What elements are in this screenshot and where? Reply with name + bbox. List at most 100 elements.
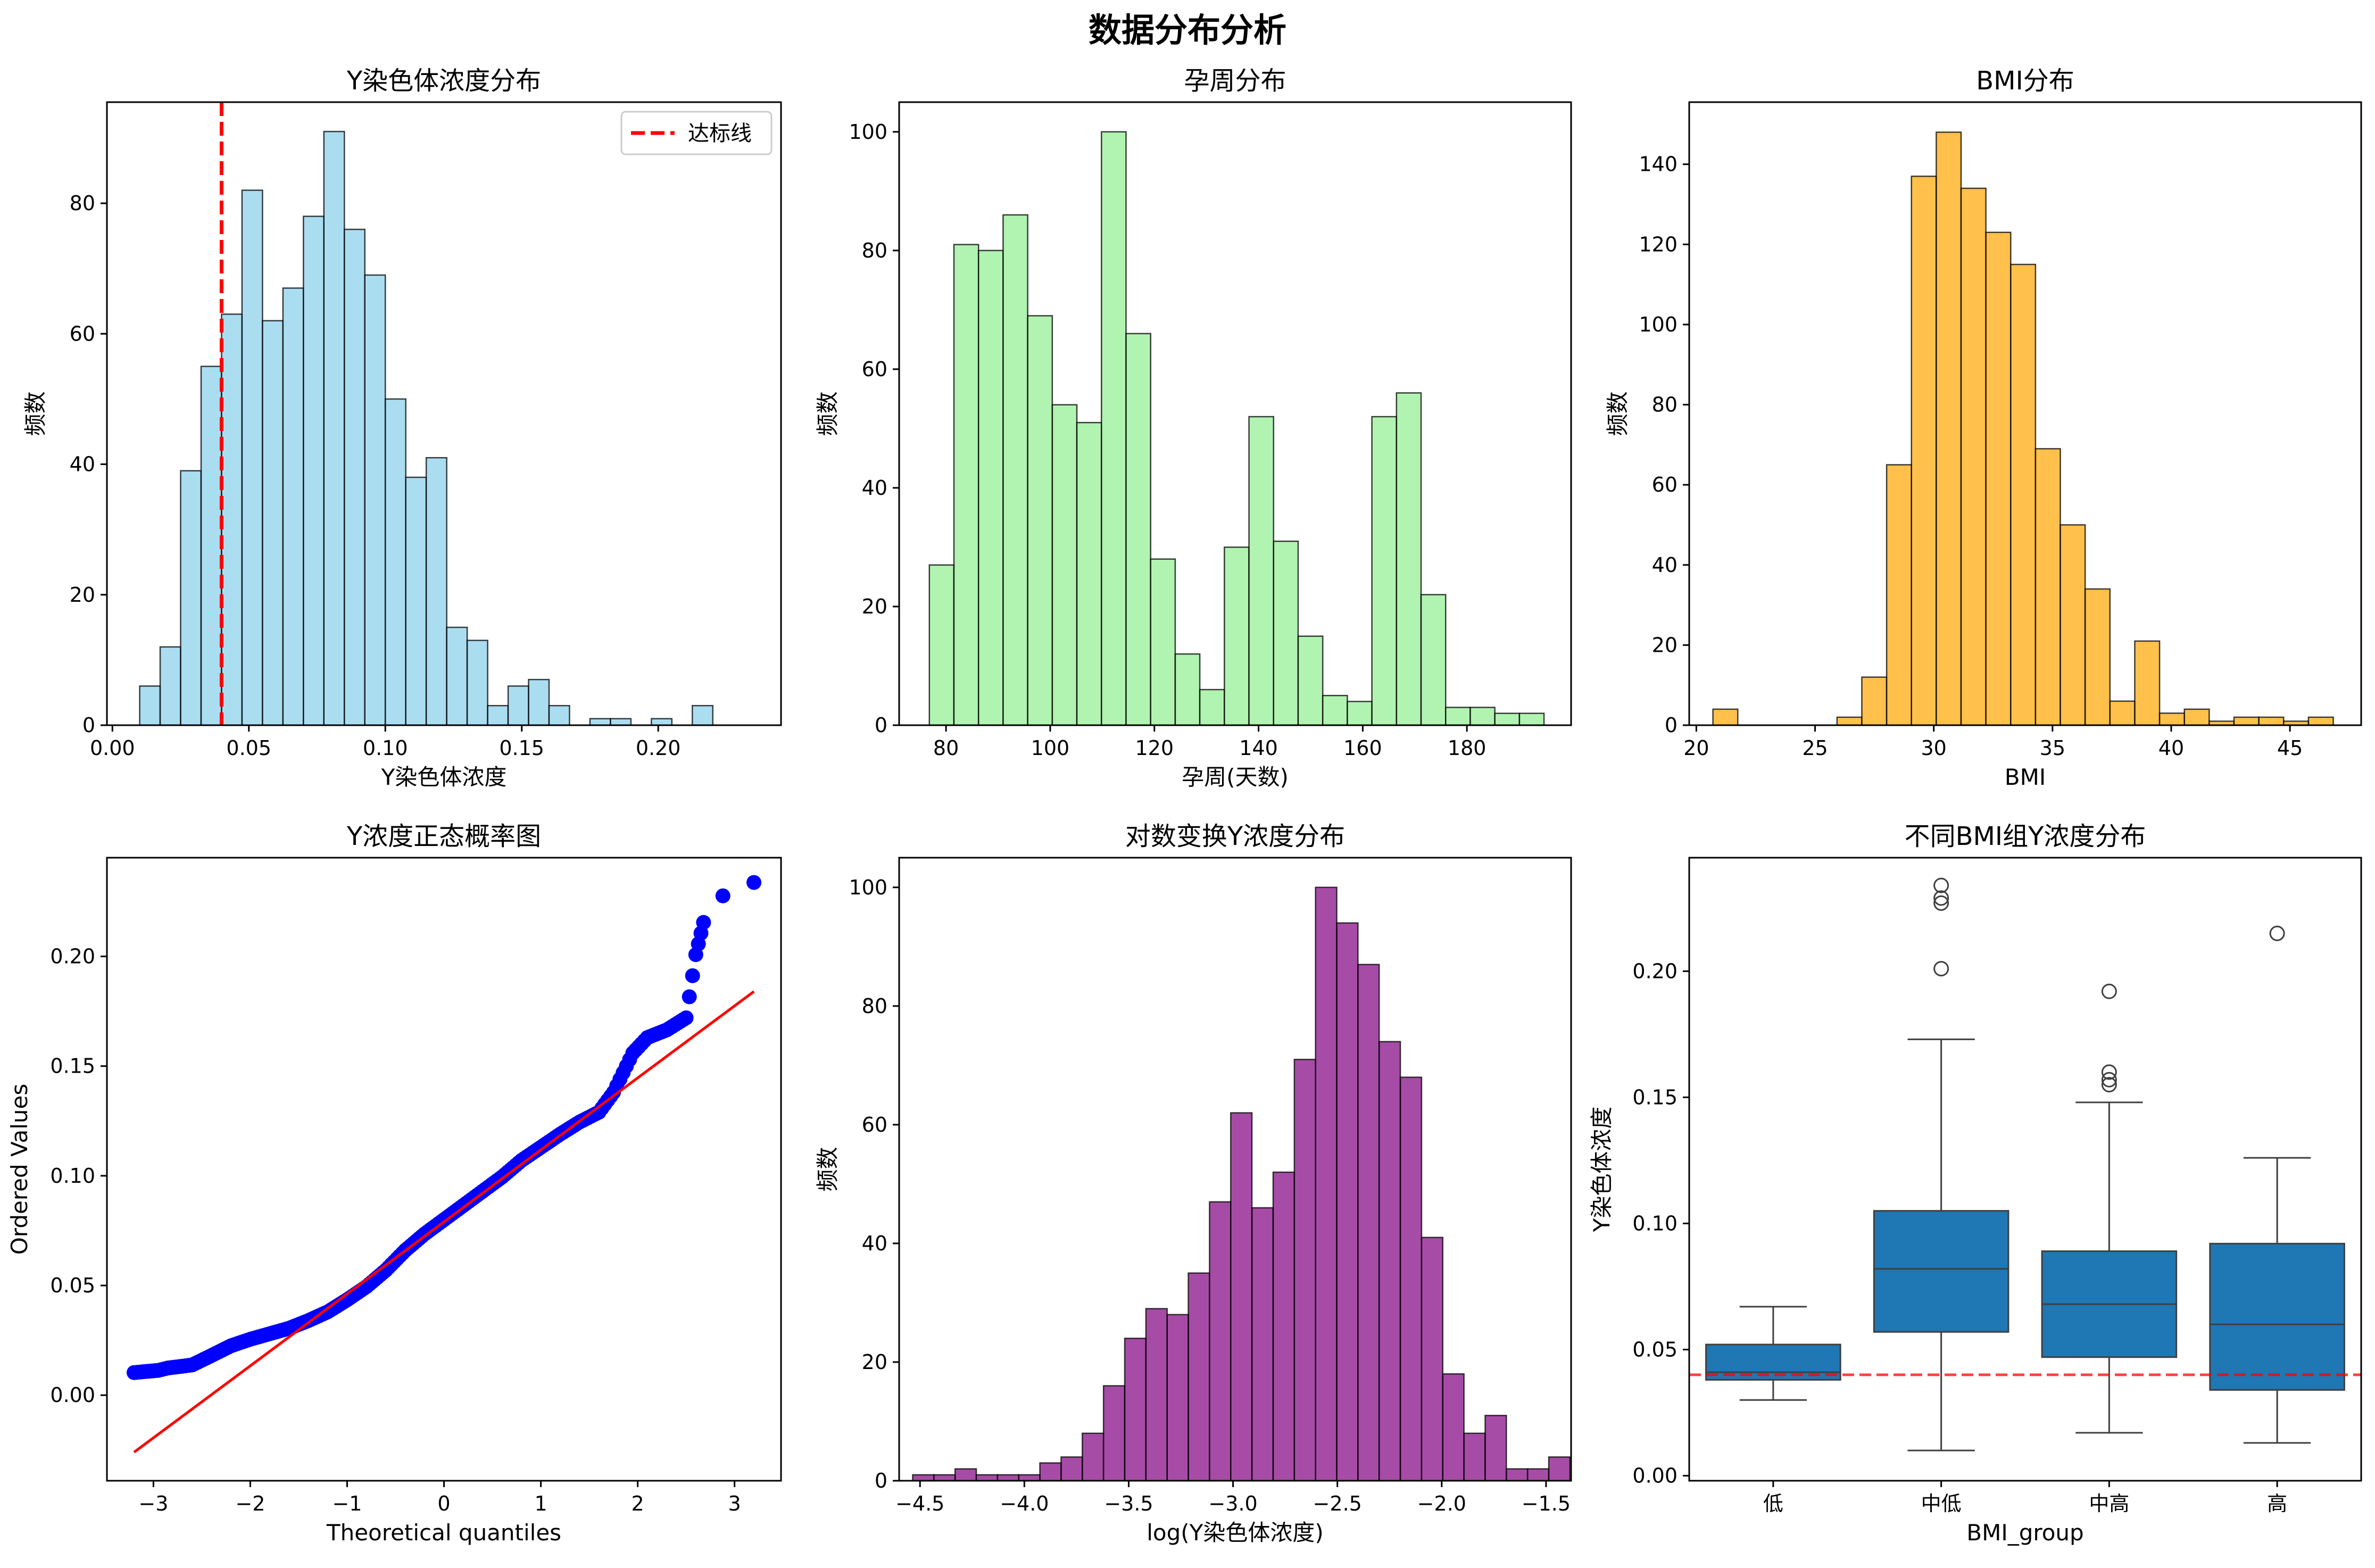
histogram-bar — [1199, 688, 1225, 726]
x-tick-label: 80 — [933, 736, 959, 760]
x-axis-label: Y染色体浓度 — [381, 764, 507, 790]
y-tick-label: 60 — [70, 322, 95, 345]
qq-point — [678, 1010, 694, 1025]
histogram-bar — [1469, 707, 1496, 726]
histogram-bar — [1336, 922, 1359, 1482]
box-outlier — [1933, 877, 1949, 893]
histogram-bar — [975, 1474, 999, 1482]
y-tick-label: 0 — [1665, 714, 1678, 737]
y-axis-label: 频数 — [815, 391, 841, 436]
histogram-bar — [2060, 524, 2086, 726]
y-tick-label: 0.15 — [50, 1055, 95, 1078]
histogram-bar — [1060, 1456, 1083, 1482]
histogram-bar — [2307, 716, 2334, 726]
histogram-bar — [1378, 1041, 1401, 1482]
y-tick-label: 0.10 — [50, 1164, 95, 1188]
x-tick-label: −3.5 — [1104, 1492, 1153, 1515]
x-tick-label: −2.5 — [1313, 1492, 1362, 1515]
y-axis-label: Y染色体浓度 — [1589, 1107, 1615, 1233]
histogram-bar — [1051, 404, 1078, 726]
x-tick-label: −2.0 — [1417, 1492, 1466, 1515]
y-tick-label: 20 — [862, 595, 887, 618]
axes-frame — [106, 857, 782, 1482]
axes-frame — [898, 857, 1572, 1482]
figure-suptitle: 数据分布分析 — [1089, 11, 1286, 49]
histogram-bar — [303, 215, 325, 726]
y-tick-label: 0.15 — [1632, 1085, 1678, 1109]
y-tick-label: 100 — [849, 876, 887, 899]
category-label: 高 — [2267, 1492, 2287, 1515]
x-axis-label: BMI — [2005, 764, 2046, 790]
panel-bmi-group-boxplot: 低 中低 中高 高 不同BMI组Y浓度分布 BMI_group Y染色体浓度 0.00 0.05… — [1589, 822, 2362, 1546]
histogram-bar — [1861, 676, 1888, 726]
histogram-bar — [912, 1474, 935, 1482]
y-tick-label: 80 — [70, 192, 95, 215]
qq-point — [715, 888, 730, 903]
histogram-bar — [933, 1474, 956, 1482]
box-outlier — [1933, 890, 1949, 906]
histogram-bar — [221, 313, 243, 726]
box-body — [1873, 1210, 2009, 1333]
histogram-bar — [1188, 1272, 1210, 1482]
histogram-bar — [2010, 263, 2037, 726]
y-tick-label: 20 — [70, 583, 95, 607]
y-axis-label: 频数 — [815, 1147, 841, 1191]
x-tick-label: −4.5 — [895, 1492, 944, 1515]
x-tick-label: −3.0 — [1208, 1492, 1257, 1515]
histogram-bar — [1293, 1058, 1316, 1482]
x-tick-label: 45 — [2277, 736, 2303, 760]
y-tick-label: 120 — [1639, 233, 1678, 256]
histogram-bar — [2134, 640, 2161, 726]
box-outlier — [1933, 961, 1949, 977]
histogram-bar — [953, 244, 979, 726]
histogram-bar — [282, 287, 304, 726]
x-tick-label: −2 — [235, 1492, 265, 1515]
histogram-bar — [1002, 214, 1028, 726]
y-tick-label: 80 — [862, 994, 887, 1018]
x-tick-label: 20 — [1683, 736, 1709, 760]
y-axis-label: 频数 — [22, 391, 48, 436]
histogram-bar — [1272, 1171, 1296, 1482]
histogram-bar — [364, 274, 386, 726]
histogram-bar — [1150, 558, 1176, 726]
histogram-bar — [1248, 416, 1275, 726]
y-tick-label: 0.00 — [50, 1383, 95, 1407]
histogram-bar — [1960, 187, 1987, 726]
chart-title: BMI分布 — [1976, 66, 2074, 96]
y-tick-label: 100 — [1639, 313, 1678, 336]
histogram-bar — [1315, 886, 1338, 1482]
legend-threshold-label: 达标线 — [688, 121, 752, 146]
box-outlier — [2101, 1064, 2117, 1080]
y-tick-label: 0.00 — [1632, 1464, 1678, 1488]
histogram-bar — [1174, 653, 1201, 726]
histogram-bar — [1396, 392, 1422, 726]
histogram-bar — [384, 398, 406, 726]
y-tick-label: 60 — [862, 358, 887, 381]
box-outlier — [2101, 983, 2117, 999]
histogram-bar — [1442, 1373, 1465, 1482]
histogram-bar — [1347, 701, 1373, 726]
histogram-bar — [928, 564, 955, 726]
y-tick-label: 0.20 — [50, 945, 95, 968]
x-tick-label: 0.10 — [363, 736, 408, 760]
histogram-bar — [589, 718, 611, 726]
legend: 达标线 — [620, 111, 773, 155]
category-label: 低 — [1763, 1492, 1783, 1515]
histogram-bar — [692, 704, 714, 726]
histogram-bar — [2034, 448, 2061, 726]
y-tick-label: 0 — [875, 714, 887, 737]
histogram-bar — [262, 320, 284, 726]
histogram-bar — [344, 228, 366, 726]
histogram-bar — [1145, 1308, 1168, 1482]
x-tick-label: 35 — [2040, 736, 2065, 760]
chart-title: 对数变换Y浓度分布 — [1125, 822, 1345, 851]
x-tick-label: 120 — [1135, 736, 1174, 760]
histogram-bar — [180, 470, 202, 726]
histogram-bar — [2233, 716, 2260, 726]
histogram-bar — [1484, 1415, 1507, 1482]
x-axis-label: log(Y染色体浓度) — [1147, 1520, 1323, 1546]
histogram-bar — [1027, 315, 1053, 726]
histogram-bar — [1224, 546, 1250, 726]
